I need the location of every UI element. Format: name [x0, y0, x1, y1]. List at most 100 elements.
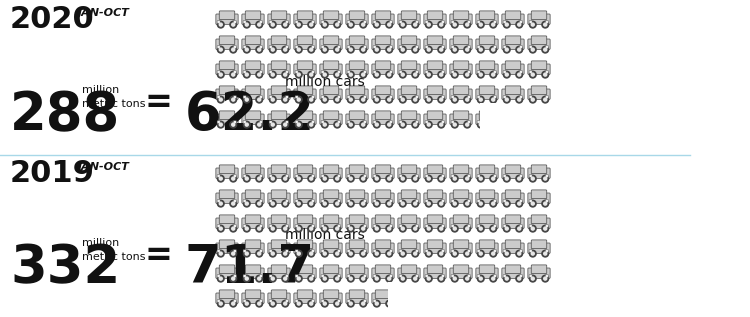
- FancyBboxPatch shape: [494, 275, 496, 277]
- FancyBboxPatch shape: [398, 89, 420, 100]
- FancyBboxPatch shape: [399, 71, 402, 74]
- FancyBboxPatch shape: [477, 96, 480, 99]
- Circle shape: [297, 252, 300, 255]
- FancyBboxPatch shape: [453, 190, 469, 198]
- FancyBboxPatch shape: [467, 200, 470, 203]
- Circle shape: [296, 121, 302, 128]
- FancyBboxPatch shape: [399, 96, 402, 99]
- FancyBboxPatch shape: [502, 243, 524, 253]
- Circle shape: [414, 177, 417, 180]
- Circle shape: [492, 202, 495, 205]
- Circle shape: [516, 250, 523, 257]
- FancyBboxPatch shape: [479, 61, 495, 69]
- Circle shape: [350, 73, 352, 76]
- FancyBboxPatch shape: [323, 240, 339, 249]
- Circle shape: [336, 123, 339, 126]
- Text: 288: 288: [10, 89, 120, 141]
- FancyBboxPatch shape: [320, 64, 342, 74]
- FancyBboxPatch shape: [311, 225, 314, 228]
- FancyBboxPatch shape: [476, 243, 498, 253]
- FancyBboxPatch shape: [297, 290, 313, 299]
- FancyBboxPatch shape: [217, 300, 220, 302]
- FancyBboxPatch shape: [506, 11, 520, 20]
- Circle shape: [464, 175, 470, 182]
- FancyBboxPatch shape: [347, 46, 350, 49]
- FancyBboxPatch shape: [531, 165, 547, 174]
- FancyBboxPatch shape: [219, 111, 235, 120]
- FancyBboxPatch shape: [268, 168, 290, 178]
- Circle shape: [427, 202, 430, 205]
- Circle shape: [438, 71, 445, 78]
- Circle shape: [544, 98, 547, 101]
- Circle shape: [427, 73, 430, 76]
- Circle shape: [427, 123, 430, 126]
- FancyBboxPatch shape: [451, 46, 454, 49]
- Circle shape: [217, 175, 224, 182]
- Circle shape: [438, 21, 445, 28]
- FancyBboxPatch shape: [338, 96, 340, 99]
- FancyBboxPatch shape: [216, 89, 238, 100]
- FancyBboxPatch shape: [323, 111, 339, 120]
- FancyBboxPatch shape: [243, 250, 246, 252]
- Circle shape: [375, 202, 378, 205]
- FancyBboxPatch shape: [476, 168, 498, 178]
- FancyBboxPatch shape: [450, 268, 472, 278]
- FancyBboxPatch shape: [450, 39, 472, 49]
- FancyBboxPatch shape: [506, 215, 520, 223]
- FancyBboxPatch shape: [268, 243, 290, 253]
- FancyBboxPatch shape: [268, 293, 290, 303]
- Circle shape: [414, 48, 417, 51]
- Circle shape: [347, 71, 354, 78]
- FancyBboxPatch shape: [529, 200, 532, 203]
- Circle shape: [245, 202, 248, 205]
- Circle shape: [401, 23, 404, 26]
- FancyBboxPatch shape: [243, 275, 246, 277]
- FancyBboxPatch shape: [545, 200, 548, 203]
- Circle shape: [466, 202, 469, 205]
- Circle shape: [297, 48, 300, 51]
- Circle shape: [466, 123, 469, 126]
- FancyBboxPatch shape: [260, 21, 262, 23]
- FancyBboxPatch shape: [494, 21, 496, 23]
- Circle shape: [269, 175, 276, 182]
- FancyBboxPatch shape: [294, 114, 316, 124]
- FancyBboxPatch shape: [373, 225, 376, 228]
- Circle shape: [296, 175, 302, 182]
- Circle shape: [466, 252, 469, 255]
- Circle shape: [478, 46, 484, 53]
- Circle shape: [217, 275, 224, 282]
- Circle shape: [272, 177, 274, 180]
- Circle shape: [401, 48, 404, 51]
- FancyBboxPatch shape: [529, 21, 532, 23]
- Circle shape: [347, 250, 354, 257]
- FancyBboxPatch shape: [242, 268, 264, 278]
- Circle shape: [388, 98, 391, 101]
- FancyBboxPatch shape: [347, 96, 350, 99]
- Circle shape: [282, 96, 289, 103]
- FancyBboxPatch shape: [323, 290, 339, 299]
- Text: 332: 332: [10, 242, 120, 294]
- Circle shape: [518, 177, 520, 180]
- Circle shape: [400, 225, 406, 232]
- Circle shape: [516, 225, 523, 232]
- FancyBboxPatch shape: [321, 121, 324, 123]
- Circle shape: [297, 302, 300, 305]
- Circle shape: [375, 98, 378, 101]
- Circle shape: [256, 121, 262, 128]
- FancyBboxPatch shape: [350, 61, 364, 69]
- FancyBboxPatch shape: [323, 36, 339, 45]
- FancyBboxPatch shape: [216, 218, 238, 229]
- Circle shape: [386, 71, 392, 78]
- Circle shape: [530, 96, 536, 103]
- Circle shape: [542, 46, 548, 53]
- FancyBboxPatch shape: [286, 250, 289, 252]
- FancyBboxPatch shape: [260, 275, 262, 277]
- Circle shape: [544, 73, 547, 76]
- Circle shape: [518, 98, 520, 101]
- FancyBboxPatch shape: [477, 21, 480, 23]
- FancyBboxPatch shape: [494, 225, 496, 228]
- FancyBboxPatch shape: [450, 168, 472, 178]
- FancyBboxPatch shape: [427, 165, 442, 174]
- Circle shape: [308, 275, 314, 282]
- FancyBboxPatch shape: [347, 275, 350, 277]
